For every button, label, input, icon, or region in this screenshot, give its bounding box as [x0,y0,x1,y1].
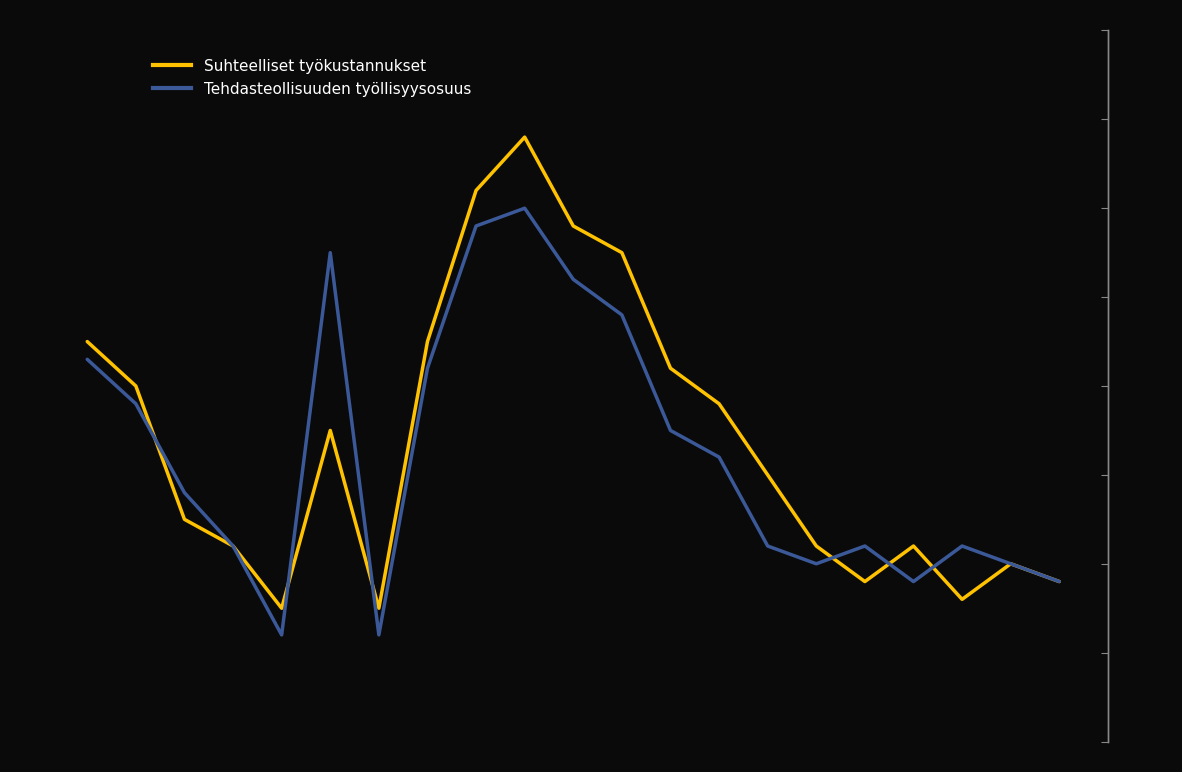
Legend: Suhteelliset työkustannukset, Tehdasteollisuuden työllisyysosuus: Suhteelliset työkustannukset, Tehdasteol… [154,59,470,97]
